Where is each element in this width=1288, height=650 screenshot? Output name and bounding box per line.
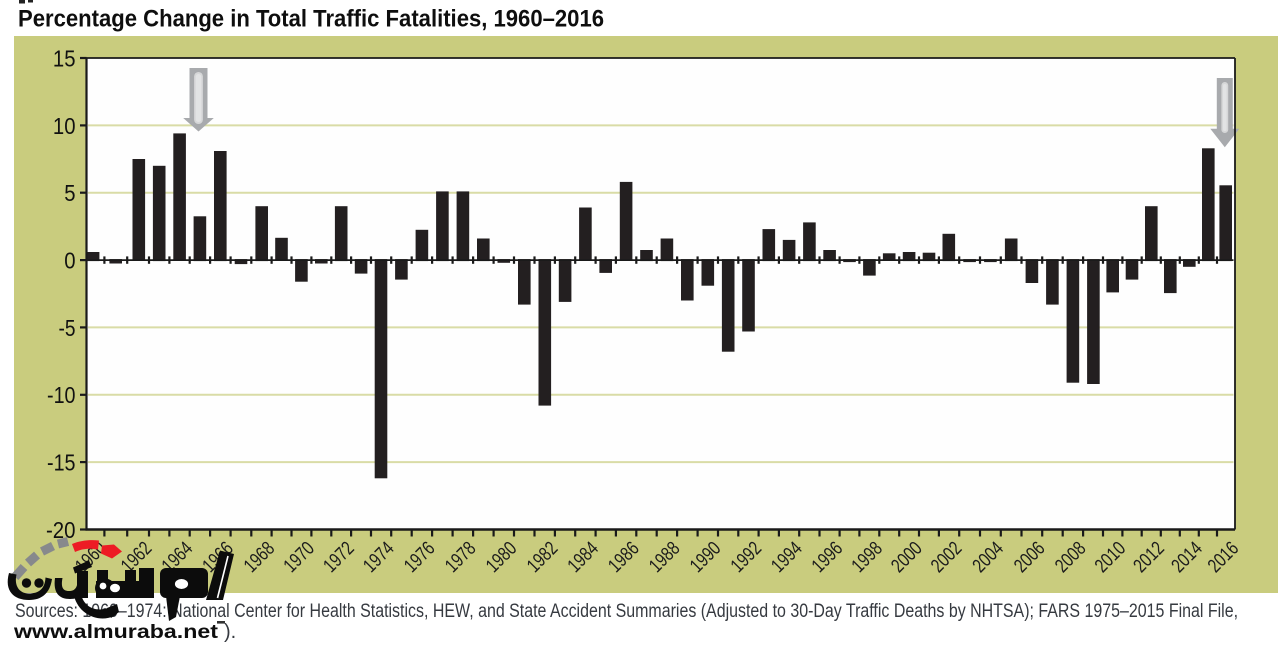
svg-text:5: 5 — [64, 180, 75, 206]
svg-text:10: 10 — [53, 113, 76, 139]
svg-text:15: 15 — [53, 45, 76, 71]
svg-text:0: 0 — [64, 248, 75, 274]
svg-text:-20: -20 — [46, 517, 76, 543]
svg-text:www.almuraba.net: www.almuraba.net — [13, 622, 219, 643]
svg-text:).: ). — [224, 621, 236, 643]
svg-text:-5: -5 — [59, 315, 76, 341]
svg-text:-10: -10 — [47, 382, 76, 408]
svg-text:Sources: 1960–1974: National C: Sources: 1960–1974: National Center for … — [15, 601, 1238, 622]
svg-text:-15: -15 — [47, 450, 76, 476]
svg-text:Percentage Change in Total Tra: Percentage Change in Total Traffic Fatal… — [18, 6, 604, 33]
